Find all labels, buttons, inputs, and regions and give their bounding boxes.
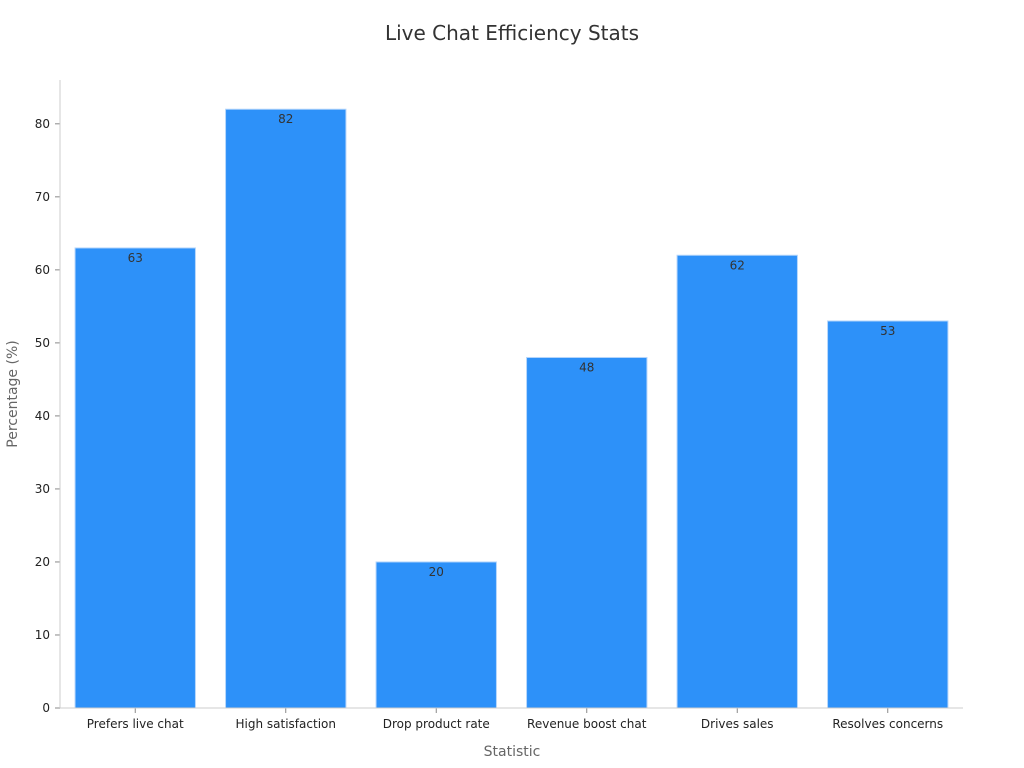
bar[interactable]: [526, 356, 648, 709]
chart-title: Live Chat Efficiency Stats: [385, 21, 639, 45]
y-tick-label: 0: [42, 701, 50, 715]
y-tick-label: 30: [35, 482, 50, 496]
x-tick-label: Resolves concerns: [832, 717, 943, 731]
x-tick-label: Drives sales: [701, 717, 774, 731]
y-tick-label: 70: [35, 190, 50, 204]
y-tick-label: 60: [35, 263, 50, 277]
x-axis-label: Statistic: [484, 744, 541, 760]
data-label: 48: [579, 360, 594, 374]
bar[interactable]: [676, 254, 798, 709]
x-tick-label: Revenue boost chat: [527, 717, 647, 731]
y-tick-label: 50: [35, 336, 50, 350]
bar[interactable]: [375, 561, 497, 709]
data-label: 62: [730, 258, 745, 272]
data-label: 63: [128, 251, 143, 265]
plot-area: 0 10 20 30 40 50 60 70 80 63 Prefers live chat 82 Hi…: [35, 108, 949, 731]
y-tick-label: 80: [35, 117, 50, 131]
x-tick-label: Prefers live chat: [87, 717, 184, 731]
bar[interactable]: [827, 320, 949, 709]
data-label: 82: [278, 112, 293, 126]
y-tick-label: 20: [35, 555, 50, 569]
bar[interactable]: [225, 108, 347, 709]
y-tick-label: 40: [35, 409, 50, 423]
bar[interactable]: [74, 247, 196, 709]
x-tick-label: High satisfaction: [236, 717, 336, 731]
data-label: 20: [429, 565, 444, 579]
y-axis-label: Percentage (%): [5, 340, 21, 447]
x-tick-label: Drop product rate: [383, 717, 490, 731]
y-tick-label: 10: [35, 628, 50, 642]
data-label: 53: [880, 324, 895, 338]
